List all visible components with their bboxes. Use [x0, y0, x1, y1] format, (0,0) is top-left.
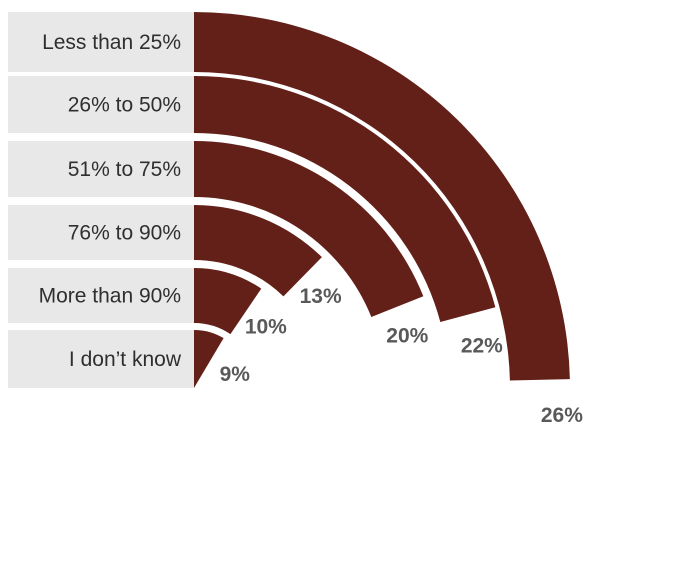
category-band — [8, 330, 194, 388]
category-label: 76% to 90% — [68, 222, 181, 245]
value-label: 20% — [386, 325, 428, 348]
bar-arc — [194, 141, 424, 318]
bar-arc — [194, 12, 570, 381]
value-label: 9% — [220, 363, 251, 386]
category-label: 51% to 75% — [68, 158, 181, 181]
category-label: I don’t know — [69, 348, 182, 371]
category-label: 26% to 50% — [68, 94, 181, 117]
bar-arc — [194, 268, 262, 335]
category-band — [8, 76, 194, 133]
category-label: More than 90% — [39, 285, 181, 308]
category-band — [8, 205, 194, 260]
value-label: 13% — [300, 285, 342, 308]
bar-arc — [194, 330, 224, 388]
value-label: 10% — [245, 315, 287, 338]
category-band — [8, 12, 194, 72]
category-band — [8, 268, 194, 323]
bar-arc — [194, 76, 496, 323]
bar-arc — [194, 205, 322, 297]
value-label: 26% — [541, 404, 583, 427]
value-label: 22% — [461, 335, 503, 358]
category-band — [8, 141, 194, 197]
category-label: Less than 25% — [42, 31, 181, 54]
